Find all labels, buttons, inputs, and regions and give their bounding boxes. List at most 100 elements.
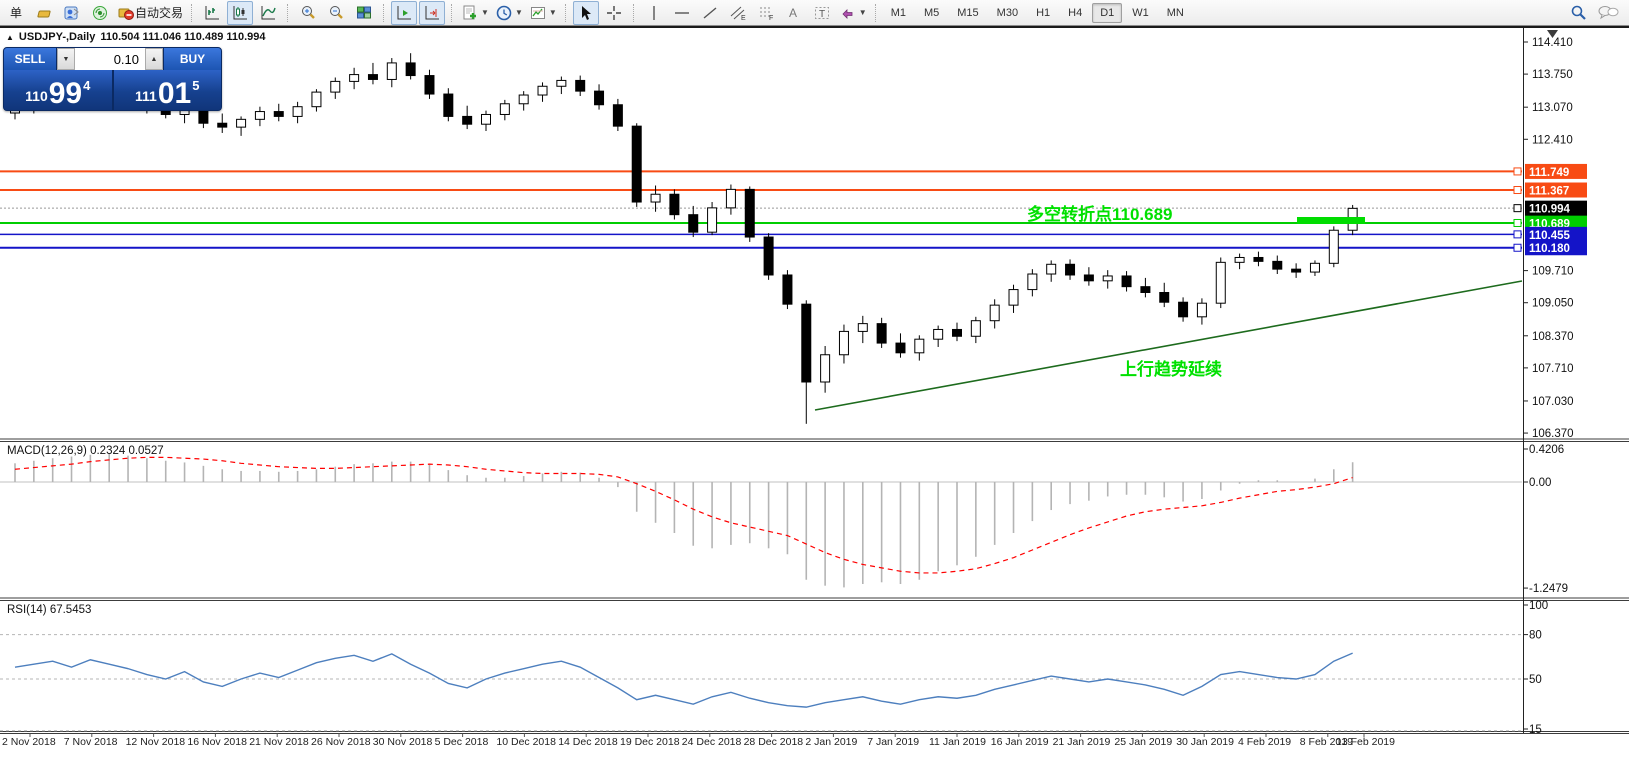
svg-text:111.749: 111.749 <box>1529 167 1569 179</box>
candlestick-mode-button[interactable] <box>227 0 254 25</box>
svg-text:50: 50 <box>1529 674 1542 686</box>
channel-icon: E <box>730 6 746 22</box>
rsi-label: RSI(14) 67.5453 <box>7 604 91 616</box>
sell-price[interactable]: 110 99 4 <box>4 70 114 110</box>
signal-icon <box>93 5 107 20</box>
shapes-icon <box>842 8 853 19</box>
timeframe-D1[interactable]: D1 <box>1092 2 1123 23</box>
toolbar-separator <box>451 3 453 22</box>
buy-price[interactable]: 111 01 5 <box>113 70 221 110</box>
auto-scroll-button[interactable] <box>391 0 418 25</box>
toolbar-separator <box>287 3 289 22</box>
bar-chart-mode-button[interactable] <box>199 1 225 25</box>
svg-text:109.050: 109.050 <box>1532 298 1574 310</box>
eraser-button[interactable] <box>31 1 57 25</box>
bar-chart-icon <box>205 5 220 19</box>
svg-text:110.180: 110.180 <box>1529 243 1570 255</box>
market-watch-button[interactable] <box>59 1 85 25</box>
timeframe-M30[interactable]: M30 <box>996 6 1019 19</box>
chart-symbol-label: USDJPY-,Daily <box>18 31 96 43</box>
volume-down-button[interactable]: ▼ <box>57 48 75 70</box>
sell-button[interactable]: SELL <box>4 48 57 70</box>
timeframe-M1[interactable]: M1 <box>890 6 906 19</box>
toolbar-separator <box>564 3 567 22</box>
auto-scroll-icon <box>397 5 412 19</box>
zoom-out-button[interactable] <box>323 1 349 25</box>
autotrade-button[interactable]: 自动交易 <box>115 1 185 25</box>
fibonacci-tool[interactable]: F <box>753 1 779 25</box>
svg-text:106.370: 106.370 <box>1532 428 1574 440</box>
search-button[interactable] <box>1566 1 1592 25</box>
svg-text:-1.2479: -1.2479 <box>1529 583 1568 595</box>
trendline-icon <box>703 6 717 19</box>
add-indicator-icon <box>463 5 477 19</box>
buy-price-big: 01 <box>157 77 192 110</box>
timeframe-W1[interactable]: W1 <box>1132 6 1149 19</box>
templates-button[interactable]: ▼ <box>527 1 559 25</box>
text-box-icon: T <box>814 6 829 20</box>
svg-text:30 Jan 2019: 30 Jan 2019 <box>1176 736 1234 748</box>
horizontal-line-tool[interactable] <box>669 1 695 25</box>
timeframe-H1[interactable]: H1 <box>1036 6 1051 19</box>
svg-text:107.710: 107.710 <box>1532 363 1574 375</box>
zoom-in-button[interactable] <box>295 1 321 25</box>
cursor-button[interactable] <box>572 0 599 25</box>
crosshair-icon <box>606 5 621 20</box>
timeframe-M5[interactable]: M5 <box>923 6 940 19</box>
text-label-tool[interactable]: A <box>781 1 807 25</box>
new-order-label: 单 <box>9 6 22 20</box>
timeframe-MN[interactable]: MN <box>1166 6 1184 19</box>
timeframe-H4[interactable]: H4 <box>1068 6 1083 19</box>
date-axis: 2 Nov 2018 7 Nov 2018 12 Nov 2018 16 Nov 20… <box>2 733 1395 748</box>
signal-button[interactable] <box>87 1 113 25</box>
periods-button[interactable]: ▼ <box>493 1 525 25</box>
line-chart-icon <box>261 5 276 19</box>
annotation-0: 多空转折点110.689 <box>1027 204 1173 224</box>
chat-button[interactable] <box>1594 1 1622 25</box>
timeframe-group: M1 M5 M15 M30 H1 H4 D1 W1 MN <box>882 2 1193 23</box>
svg-text:25 Jan 2019: 25 Jan 2019 <box>1114 736 1172 748</box>
svg-text:19 Dec 2018: 19 Dec 2018 <box>620 736 680 748</box>
svg-text:107.030: 107.030 <box>1532 396 1574 408</box>
svg-text:11 Jan 2019: 11 Jan 2019 <box>929 736 986 748</box>
vertical-line-icon <box>653 5 655 20</box>
svg-text:F: F <box>769 15 773 22</box>
svg-text:A: A <box>789 6 797 20</box>
trade-panel-row-prices: 110 99 4 111 01 5 <box>4 70 221 110</box>
vertical-line-tool[interactable] <box>641 1 667 25</box>
chart-shift-button[interactable] <box>419 0 446 25</box>
svg-text:8 Feb 2019: 8 Feb 2019 <box>1300 736 1353 748</box>
shapes-tool[interactable]: ▼ <box>837 1 869 25</box>
svg-text:112.410: 112.410 <box>1532 134 1573 146</box>
svg-text:30 Nov 2018: 30 Nov 2018 <box>373 736 433 748</box>
cursor-icon <box>581 5 591 20</box>
trendline-tool[interactable] <box>697 1 723 25</box>
collapse-triangle-icon[interactable]: ▲ <box>6 32 14 42</box>
channel-tool[interactable]: E <box>725 1 751 25</box>
svg-text:0.00: 0.00 <box>1529 477 1551 489</box>
line-chart-mode-button[interactable] <box>255 1 281 25</box>
dropdown-arrow-icon: ▼ <box>858 8 867 17</box>
toolbar-separator <box>191 3 193 22</box>
volume-up-button[interactable]: ▲ <box>145 48 163 70</box>
dropdown-arrow-icon: ▼ <box>514 8 523 17</box>
crosshair-button[interactable] <box>601 1 627 25</box>
indicators-button[interactable]: ▼ <box>459 1 491 25</box>
timeframe-M15[interactable]: M15 <box>957 6 979 19</box>
svg-text:114.410: 114.410 <box>1532 37 1573 49</box>
svg-text:113.070: 113.070 <box>1532 102 1573 114</box>
autotrade-icon <box>118 8 134 20</box>
chart-shift-marker <box>1547 30 1558 38</box>
trade-panel-row-top: SELL ▼ 0.10 ▲ BUY <box>4 48 221 70</box>
text-box-tool[interactable]: T <box>809 1 835 25</box>
new-order-button[interactable]: 单 <box>3 1 29 25</box>
svg-text:4 Feb 2019: 4 Feb 2019 <box>1238 736 1291 748</box>
svg-text:21 Jan 2019: 21 Jan 2019 <box>1053 736 1111 748</box>
candles-layer <box>10 53 1358 424</box>
tile-windows-button[interactable] <box>351 1 377 25</box>
volume-field[interactable]: 0.10 <box>75 48 145 70</box>
buy-button[interactable]: BUY <box>163 48 221 70</box>
price-levels-layer <box>0 170 1522 249</box>
